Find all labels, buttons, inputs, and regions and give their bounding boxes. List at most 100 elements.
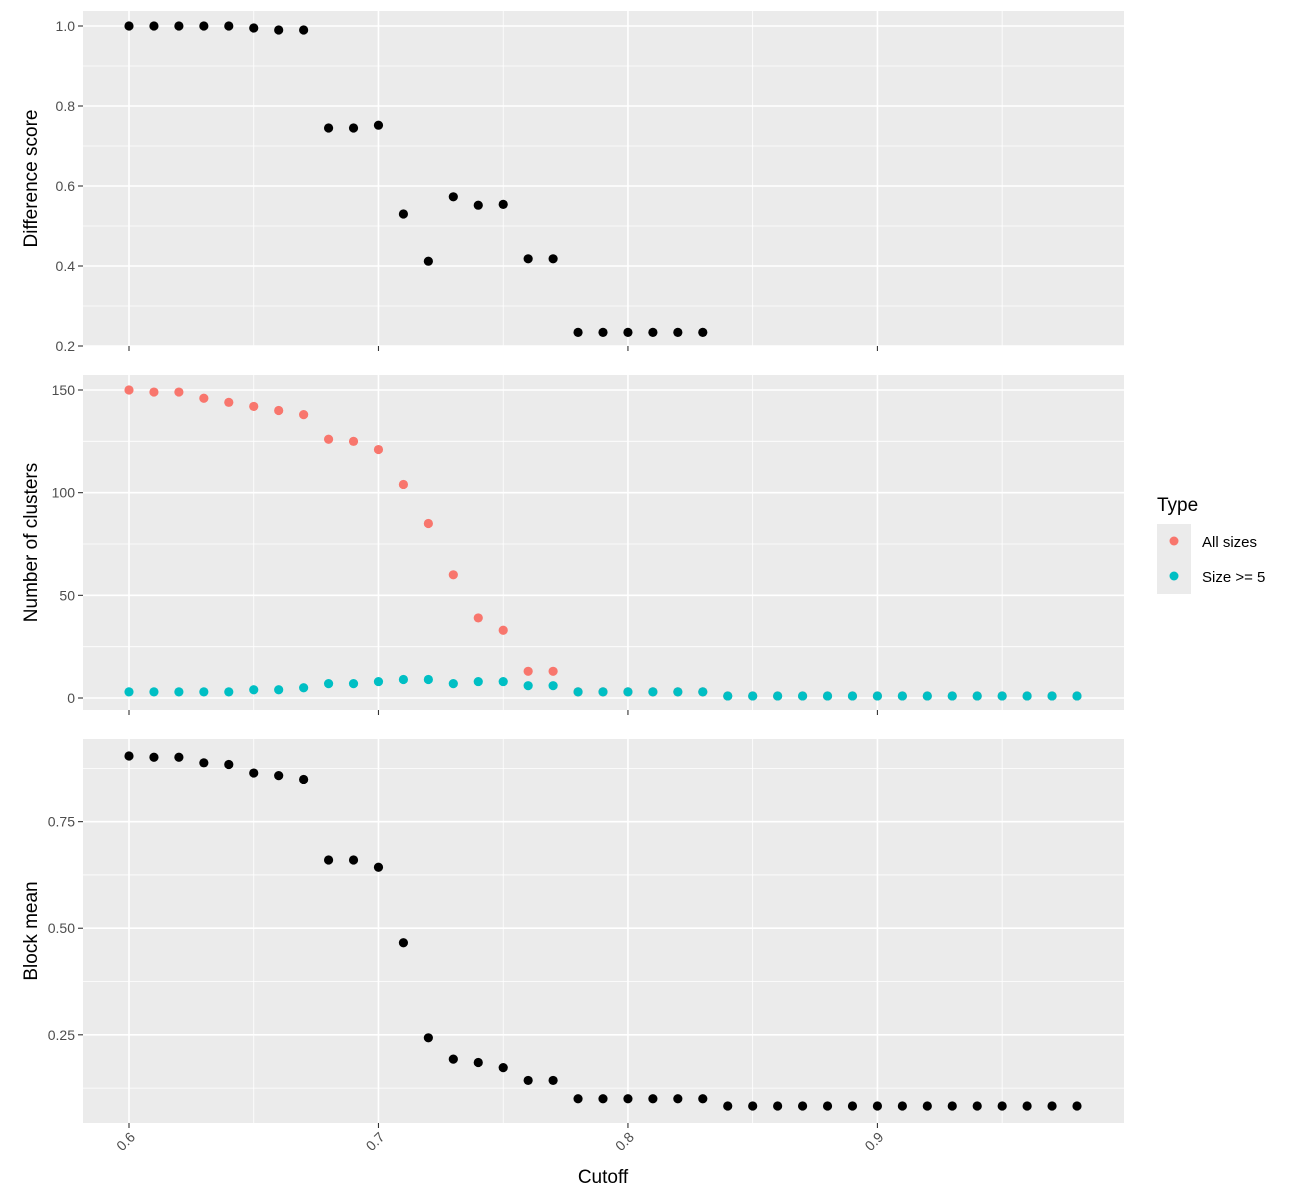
chart-panels: 0.2 0.4 0.6 0.8 1.0 Difference score 0 50 100 150… [21, 11, 1124, 1154]
data-point [274, 771, 284, 781]
panel-background [83, 11, 1124, 346]
y-tick-label: 0.50 [48, 920, 75, 936]
data-point [274, 405, 284, 416]
data-point [748, 691, 758, 701]
data-point [423, 674, 433, 685]
data-point [723, 691, 733, 701]
data-point [423, 256, 433, 266]
y-axis-title: Number of clusters [21, 463, 42, 622]
data-point [299, 25, 309, 35]
data-point [797, 691, 808, 701]
legend-title: Type [1157, 495, 1198, 516]
data-point [897, 691, 907, 701]
data-point [748, 1101, 758, 1111]
data-point [972, 691, 982, 701]
data-point [698, 687, 708, 697]
data-point [498, 199, 508, 209]
data-point [299, 410, 309, 420]
data-point [448, 570, 458, 580]
x-axis-title: Cutoff [578, 1167, 629, 1188]
data-point [224, 21, 234, 31]
data-point [922, 691, 932, 701]
data-point [648, 1094, 658, 1104]
data-point [997, 691, 1007, 701]
y-tick-label: 150 [52, 382, 76, 398]
y-axis-title: Block mean [21, 881, 42, 980]
data-point [473, 200, 483, 210]
data-point [473, 676, 483, 687]
data-point [423, 1033, 433, 1043]
data-point [822, 1101, 833, 1111]
y-tick-label: 0.25 [48, 1027, 75, 1043]
legend: Type All sizes Size >= 5 [1157, 495, 1265, 594]
data-point [1072, 691, 1082, 701]
data-point [523, 1075, 533, 1086]
data-point [548, 254, 558, 264]
data-point [448, 1054, 458, 1064]
data-point [124, 385, 134, 395]
data-point [1022, 691, 1032, 701]
data-point [348, 436, 359, 446]
data-point [548, 1075, 558, 1086]
data-point [623, 327, 633, 337]
legend-key-all-sizes [1169, 536, 1179, 546]
data-point [673, 687, 683, 697]
y-tick-label: 0.2 [56, 338, 76, 354]
data-point [373, 676, 384, 687]
data-point [124, 21, 134, 31]
legend-key-background [1157, 524, 1191, 594]
data-point [174, 752, 184, 762]
data-point [598, 687, 608, 697]
data-point [124, 751, 134, 761]
data-point [872, 691, 883, 701]
data-point [149, 387, 159, 397]
data-point [473, 1057, 483, 1068]
data-point [299, 683, 309, 693]
data-point [897, 1101, 907, 1111]
data-point [199, 393, 209, 403]
data-point [523, 254, 533, 264]
legend-label-size-ge-5: Size >= 5 [1202, 569, 1265, 586]
data-point [648, 687, 658, 697]
panel-3: 0.25 0.50 0.75 Block mean [21, 739, 1124, 1128]
data-point [1022, 1101, 1032, 1111]
data-point [174, 21, 184, 31]
data-point [548, 666, 558, 676]
y-tick-label: 50 [59, 587, 75, 603]
data-point [972, 1101, 982, 1111]
data-point [947, 1101, 957, 1111]
data-point [573, 1094, 583, 1104]
data-point [149, 752, 159, 762]
data-point [174, 387, 184, 397]
y-tick-label: 0.6 [56, 178, 76, 194]
data-point [598, 1094, 608, 1104]
data-point [323, 855, 334, 865]
data-point [623, 687, 633, 697]
data-point [348, 679, 359, 689]
data-point [323, 434, 334, 444]
data-point [174, 687, 184, 697]
data-point [398, 209, 409, 219]
data-point [623, 1094, 633, 1104]
data-point [224, 397, 234, 407]
series-1 [124, 751, 1082, 1111]
x-tick-label: 0.6 [113, 1129, 138, 1154]
data-point [498, 676, 508, 687]
data-point [249, 23, 259, 33]
data-point [922, 1101, 932, 1111]
data-point [797, 1101, 808, 1111]
x-tick-label: 0.7 [363, 1129, 388, 1154]
data-point [673, 1094, 683, 1104]
data-point [947, 691, 957, 701]
data-point [872, 1101, 883, 1111]
series-1 [124, 21, 708, 337]
data-point [673, 327, 683, 337]
y-tick-label: 0.75 [48, 814, 75, 830]
data-point [199, 758, 209, 768]
data-point [473, 613, 483, 623]
data-point [398, 479, 409, 490]
data-point [1047, 691, 1057, 701]
data-point [373, 120, 384, 130]
data-point [498, 625, 508, 635]
